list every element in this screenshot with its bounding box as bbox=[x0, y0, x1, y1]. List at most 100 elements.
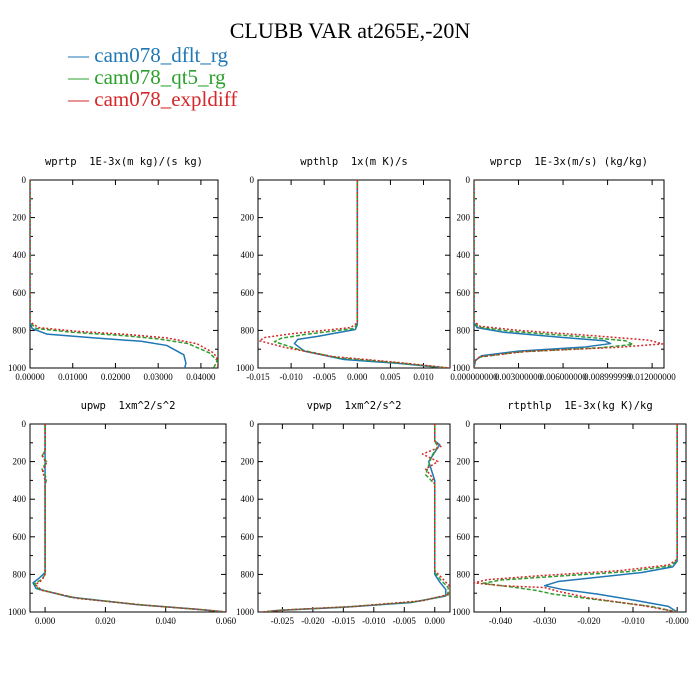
series-line bbox=[474, 180, 634, 368]
plot-frame bbox=[29, 423, 227, 613]
y-tick-label: 800 bbox=[13, 569, 27, 579]
series-line bbox=[482, 424, 678, 612]
chart-panel: 020040060080010000.0000000000.0030000000… bbox=[450, 175, 676, 382]
y-tick-label: 600 bbox=[241, 288, 255, 298]
x-tick-label: -0.010 bbox=[362, 616, 386, 626]
plot-frame bbox=[257, 423, 451, 613]
x-tick-label: 0.005 bbox=[380, 372, 401, 382]
y-tick-label: 600 bbox=[13, 288, 27, 298]
x-tick-label: 0.03000 bbox=[144, 372, 174, 382]
y-tick-label: 800 bbox=[241, 325, 255, 335]
y-tick-label: 400 bbox=[13, 494, 27, 504]
y-tick-label: 0 bbox=[250, 175, 255, 185]
series-line bbox=[273, 180, 447, 368]
y-tick-label: 200 bbox=[13, 457, 27, 467]
series-group bbox=[32, 424, 226, 612]
y-tick-label: 1000 bbox=[8, 363, 27, 373]
y-tick-label: 800 bbox=[457, 325, 471, 335]
series-line bbox=[543, 424, 678, 612]
series-line bbox=[33, 424, 226, 612]
y-tick-label: 400 bbox=[241, 250, 255, 260]
plot-frame bbox=[257, 179, 451, 369]
panel-title-wprcp: wprcp 1E-3x(m/s) (kg/kg) bbox=[489, 156, 649, 168]
panel-title-wpthlp: wpthlp 1x(m K)/s bbox=[300, 156, 408, 168]
series-line bbox=[474, 180, 612, 368]
x-tick-label: 0.000 bbox=[425, 616, 446, 626]
y-tick-label: 1000 bbox=[236, 363, 255, 373]
y-tick-label: 0 bbox=[250, 419, 255, 429]
series-line bbox=[264, 424, 449, 612]
plot-frame bbox=[473, 423, 687, 613]
x-tick-label: -0.020 bbox=[301, 616, 325, 626]
x-tick-label: 0.000 bbox=[35, 616, 56, 626]
y-tick-label: 600 bbox=[457, 532, 471, 542]
series-line bbox=[32, 424, 226, 612]
x-tick-label: -0.025 bbox=[271, 616, 295, 626]
page-title: CLUBB VAR at265E,-20N bbox=[229, 18, 471, 43]
x-tick-label: -0.005 bbox=[393, 616, 417, 626]
y-tick-label: 200 bbox=[241, 457, 255, 467]
series-line bbox=[30, 180, 218, 368]
y-tick-label: 0 bbox=[22, 419, 27, 429]
chart-panel: 0 200 400 600 800 1000-0.015 -0.010 -0.005 0.000… bbox=[236, 175, 451, 382]
panel-title-wprtp: wprtp 1E-3x(m kg)/(s kg) bbox=[44, 156, 204, 168]
panel-title-upwp: upwp 1xm^2/s^2 bbox=[80, 400, 176, 412]
chart-panel: 0 200 400 600 800 1000 -0.040 -0.030 -0.020 -0.01… bbox=[452, 419, 689, 626]
chart-panel: 0 200 400 600 800 1000 -0.025 -0.020 -0.015 -0.01… bbox=[236, 419, 451, 626]
x-tick-label: 0.006000000 bbox=[539, 372, 587, 382]
series-group bbox=[258, 180, 450, 368]
x-tick-label: 0.003000000 bbox=[495, 372, 543, 382]
x-tick-label: 0.012000000 bbox=[629, 372, 677, 382]
y-tick-label: 1000 bbox=[8, 607, 27, 617]
x-tick-label: -0.020 bbox=[577, 616, 601, 626]
series-group bbox=[474, 180, 664, 368]
series-line bbox=[260, 424, 450, 612]
series-line bbox=[30, 180, 187, 368]
y-tick-label: 1000 bbox=[236, 607, 255, 617]
y-tick-label: 400 bbox=[457, 250, 471, 260]
legend-item-dflt: — cam078_dflt_rg bbox=[68, 43, 229, 67]
y-tick-label: 200 bbox=[241, 213, 255, 223]
y-tick-label: 800 bbox=[457, 569, 471, 579]
y-tick-label: 200 bbox=[457, 213, 471, 223]
x-tick-label: -0.015 bbox=[332, 616, 356, 626]
series-line bbox=[293, 180, 447, 368]
x-tick-label: 0.00000 bbox=[15, 372, 45, 382]
series-line bbox=[258, 180, 450, 368]
x-tick-label: 0.060 bbox=[216, 616, 237, 626]
x-tick-label: -0.005 bbox=[313, 372, 337, 382]
y-tick-label: 400 bbox=[241, 494, 255, 504]
legend: — cam078_dflt_rg — cam078_qt5_rg — cam07… bbox=[68, 44, 237, 110]
y-tick-label: 200 bbox=[457, 457, 471, 467]
legend-item-expldiff: — cam078_expldiff bbox=[68, 87, 238, 111]
panel-title-rtpthlp: rtpthlp 1E-3x(kg K)/kg bbox=[507, 400, 653, 412]
panel-title-vpwp: vpwp 1xm^2/s^2 bbox=[306, 400, 402, 412]
series-group bbox=[474, 424, 678, 612]
y-tick-label: 600 bbox=[241, 532, 255, 542]
y-tick-label: 600 bbox=[13, 532, 27, 542]
y-tick-label: 0 bbox=[22, 175, 27, 185]
y-tick-label: 0 bbox=[466, 175, 471, 185]
x-tick-label: 0.04000 bbox=[186, 372, 216, 382]
x-tick-label: -0.030 bbox=[533, 616, 557, 626]
x-tick-label: 0.000 bbox=[347, 372, 368, 382]
y-tick-label: 0 bbox=[466, 419, 471, 429]
x-tick-label: 0.008999999 bbox=[584, 372, 632, 382]
x-tick-label: 0.000000000 bbox=[450, 372, 498, 382]
y-tick-label: 400 bbox=[457, 494, 471, 504]
x-tick-label: -0.015 bbox=[246, 372, 270, 382]
series-line bbox=[30, 180, 218, 368]
x-tick-label: -0.040 bbox=[489, 616, 513, 626]
y-tick-label: 1000 bbox=[452, 607, 471, 617]
y-tick-label: 200 bbox=[13, 213, 27, 223]
x-tick-label: -0.010 bbox=[279, 372, 303, 382]
x-tick-label: -0.000 bbox=[666, 616, 690, 626]
y-tick-label: 600 bbox=[457, 288, 471, 298]
x-tick-label: 0.020 bbox=[95, 616, 116, 626]
legend-item-qt5: — cam078_qt5_rg bbox=[68, 65, 226, 89]
series-line bbox=[474, 424, 678, 612]
series-group bbox=[30, 180, 218, 368]
